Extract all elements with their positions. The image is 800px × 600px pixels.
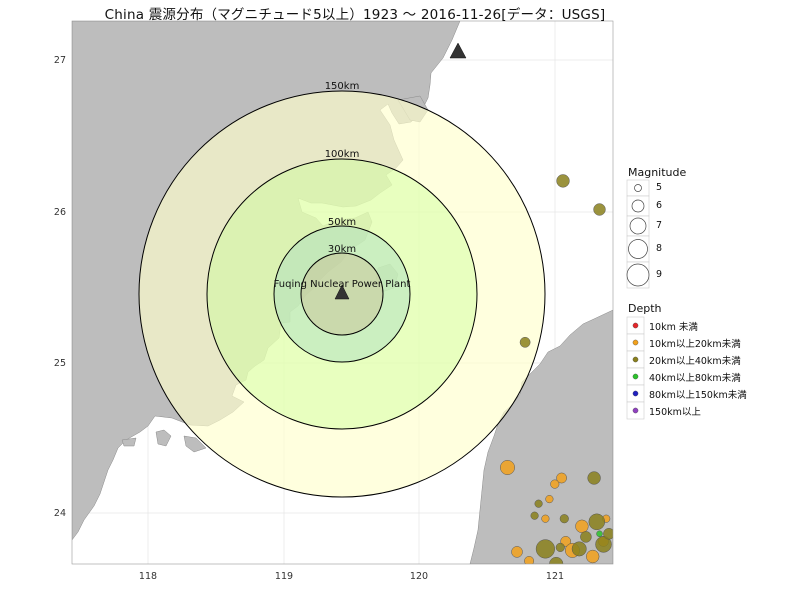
depth-dot-icon [632,407,639,414]
lat-tick-26: 26 [54,207,66,218]
island-small-1 [155,429,172,447]
epicenter-point [511,546,523,558]
mag-9-circle-icon [626,263,650,287]
epicenter-point [550,479,560,489]
epicenter-point [535,539,555,559]
epicenter-point [541,514,550,523]
depth-label-2: 20km以上40km未満 [649,356,741,367]
epicenter-point [549,556,564,564]
other-site-triangle-icon [449,42,467,59]
depth-legend-dots [632,322,639,414]
mag-6-circle-icon [631,199,645,213]
epicenter-point [588,513,606,531]
magnitude-label-7: 7 [656,220,663,231]
epicenter-point [530,511,539,520]
epicenter-point [596,530,603,538]
island-small-3 [121,437,137,447]
epicenter-point [575,519,589,533]
ring-label-30km: 30km [328,244,356,255]
plot-frame [71,20,614,565]
epicenter-point [524,556,535,564]
depth-legend-title: Depth [628,302,662,315]
ring-label-100km: 100km [325,149,360,160]
depth-label-0: 10km 未満 [649,322,698,333]
lon-tick-120: 120 [410,571,428,582]
ring-label-150km: 150km [325,81,360,92]
epicenter-point [500,460,515,475]
epicenter-point [586,549,600,564]
epicenter-point [545,495,554,504]
epicenter-point [556,174,570,188]
depth-label-4: 80km以上150km未満 [649,390,747,401]
depth-dot-icon [632,390,639,397]
depth-label-5: 150km以上 [649,407,701,418]
depth-dot-icon [632,322,639,329]
depth-dot-icon [632,339,639,346]
depth-dot-icon [632,373,639,380]
epicenter-point [555,542,565,552]
mag-5-circle-icon [634,184,642,192]
ring-label-50km: 50km [328,217,356,228]
site-triangle-icon [334,284,350,300]
depth-label-3: 40km以上80km未満 [649,373,741,384]
epicenter-point [587,471,601,485]
magnitude-label-5: 5 [656,182,663,193]
lon-tick-119: 119 [275,571,293,582]
epicenter-point [580,531,592,543]
depth-label-1: 10km以上20km未満 [649,339,741,350]
epicenter-point [595,536,612,553]
epicenter-point [559,514,569,524]
magnitude-legend-keys [626,179,650,289]
epicenter-point [556,472,567,484]
epicenter-point [534,499,543,508]
magnitude-label-8: 8 [656,243,663,254]
mag-7-circle-icon [629,217,647,235]
epicenter-point [571,541,587,557]
epicenter-points [500,174,613,564]
magnitude-legend-title: Magnitude [628,166,687,179]
lat-tick-24: 24 [54,508,66,519]
depth-legend-keys [626,316,645,420]
lat-tick-27: 27 [54,55,66,66]
lon-tick-121: 121 [546,571,564,582]
lat-tick-25: 25 [54,358,66,369]
site-label: Fuqing Nuclear Power Plant [274,279,411,290]
depth-dot-icon [632,356,639,363]
magnitude-label-9: 9 [656,269,663,280]
lon-tick-118: 118 [139,571,157,582]
magnitude-legend-circles [626,184,650,287]
map-title: China 震源分布（マグニチュード5以上）1923 〜 2016-11-26[… [104,7,606,23]
epicenter-point [603,528,613,540]
magnitude-label-6: 6 [656,200,663,211]
mag-8-circle-icon [628,239,648,259]
epicenter-point [519,336,531,348]
island-small-2 [183,435,207,453]
epicenter-point [593,203,606,216]
